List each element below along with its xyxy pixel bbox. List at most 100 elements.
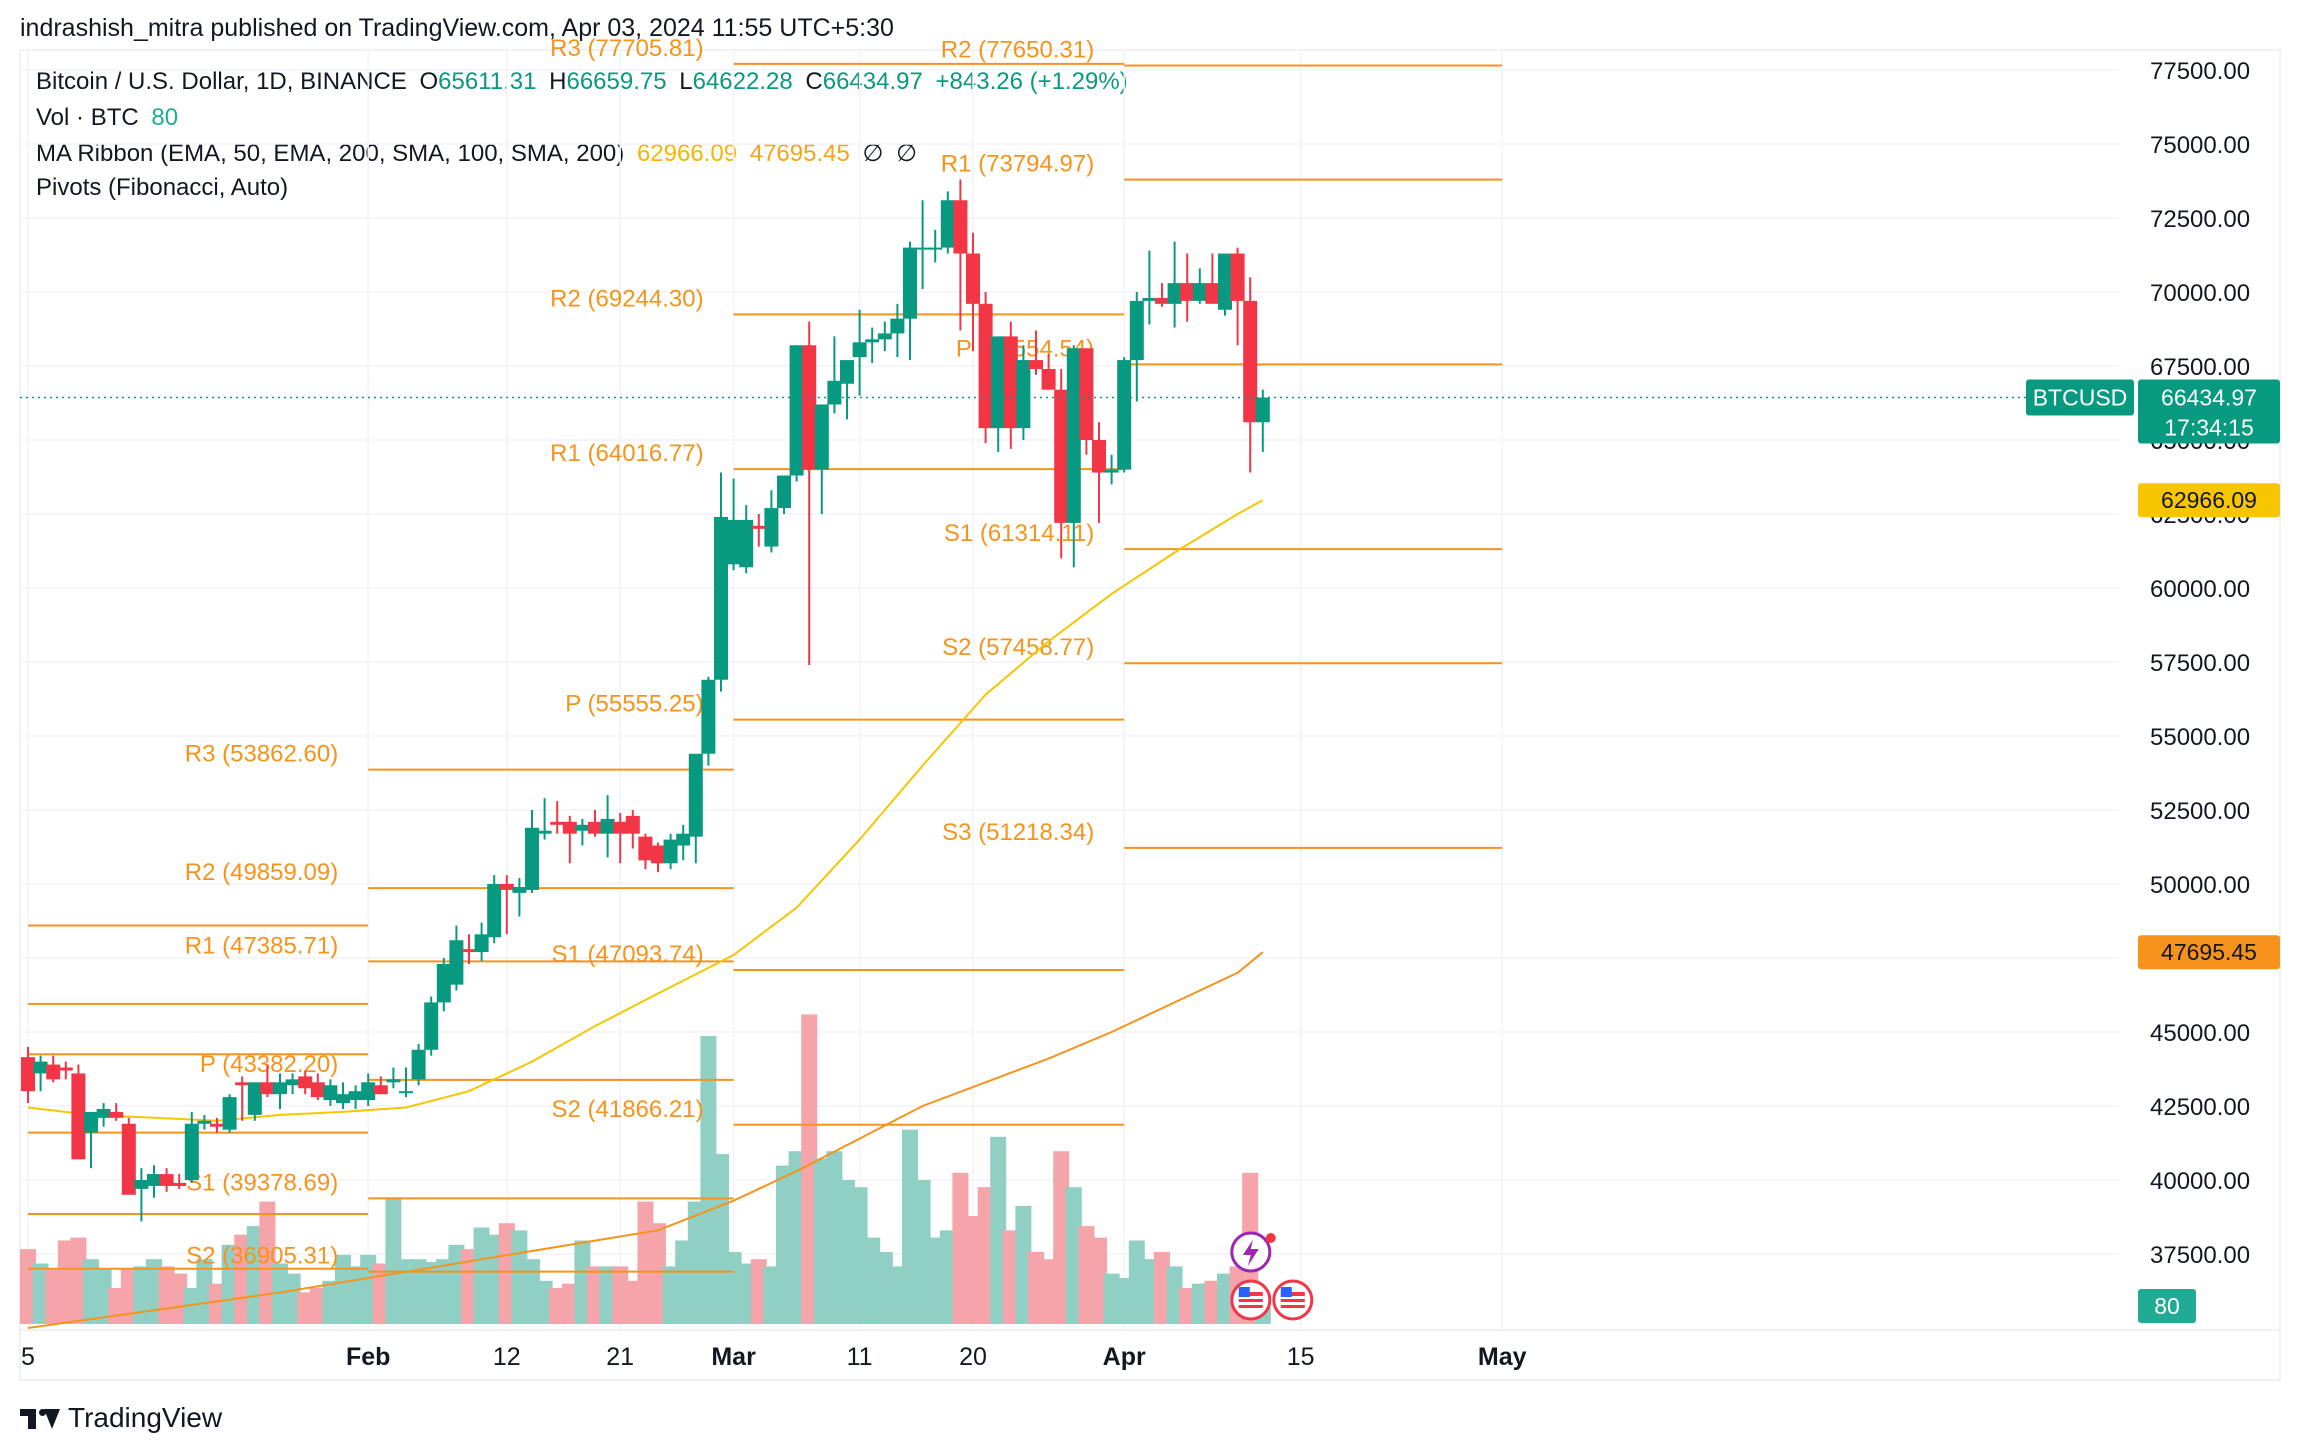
ma-ema50-line xyxy=(27,499,1264,1122)
candle-body xyxy=(323,1085,338,1101)
volume-bar xyxy=(246,1226,263,1324)
volume-bar xyxy=(813,1158,830,1324)
x-tick-label: 11 xyxy=(847,1343,873,1371)
candle-body xyxy=(1104,469,1119,473)
volume-bar xyxy=(410,1259,427,1324)
candle-body xyxy=(411,1049,426,1080)
volume-bar xyxy=(864,1237,881,1324)
ma-tag: 47695.45 xyxy=(2161,939,2257,965)
candle-body xyxy=(613,821,628,834)
volume-bar xyxy=(1179,1288,1196,1324)
legend-open-label: O xyxy=(419,68,439,95)
legend-high: 66659.75 xyxy=(566,68,667,95)
legend-low: 64622.28 xyxy=(692,68,793,95)
candle-body xyxy=(84,1111,98,1133)
volume-bar xyxy=(1116,1277,1133,1324)
volume-bar xyxy=(977,1187,994,1324)
candle-body xyxy=(802,345,817,470)
tradingview-brand-name: TradingView xyxy=(68,1402,223,1433)
candle-body xyxy=(33,1061,48,1074)
volume-bar xyxy=(876,1252,893,1324)
y-tick-label: 45000.00 xyxy=(2150,1020,2250,1047)
volume-bar xyxy=(587,1266,603,1324)
lightning-bolt-icon xyxy=(1242,1240,1259,1266)
pivot-label: R1 (64016.77) xyxy=(550,440,703,467)
candle-body xyxy=(222,1097,237,1130)
volume-bar xyxy=(1028,1252,1044,1324)
symbol-tag-bg xyxy=(2026,379,2134,416)
volume-bar xyxy=(95,1269,112,1324)
volume-bar xyxy=(902,1129,918,1324)
volume-bar xyxy=(32,1263,49,1324)
candle-body xyxy=(651,845,665,864)
volume-bar xyxy=(650,1223,666,1324)
candle-body xyxy=(915,247,930,250)
candle-body xyxy=(58,1067,73,1071)
pivot-label: R2 (49859.09) xyxy=(185,859,338,886)
x-tick-label: 21 xyxy=(606,1343,634,1371)
candle-body xyxy=(1092,440,1106,473)
candle-body xyxy=(348,1091,363,1101)
legend-symbol: Bitcoin / U.S. Dollar, 1D, BINANCE xyxy=(36,68,407,95)
volume-tag: 80 xyxy=(2154,1293,2180,1319)
pivot-label: R2 (77650.31) xyxy=(941,37,1094,64)
candle-body xyxy=(726,519,741,565)
candle-body xyxy=(903,247,917,319)
volume-bar xyxy=(725,1252,742,1324)
candle-body xyxy=(449,940,464,985)
candle-body xyxy=(550,821,565,825)
candle-body xyxy=(777,475,791,509)
candle-body xyxy=(197,1120,212,1124)
pivot-label: S1 (61314.11) xyxy=(944,520,1094,547)
candle-body xyxy=(562,821,577,834)
x-tick-label: 5 xyxy=(21,1343,35,1371)
volume-bar xyxy=(1204,1280,1221,1324)
candle-body xyxy=(361,1082,376,1101)
volume-bar xyxy=(889,1266,906,1324)
volume-bar xyxy=(120,1269,137,1324)
us-flag-canton-icon xyxy=(1238,1287,1250,1297)
candle-body xyxy=(298,1076,313,1089)
volume-bar xyxy=(801,1014,818,1324)
volume-bar xyxy=(750,1259,767,1324)
candle-body xyxy=(1192,283,1207,301)
candle-body xyxy=(600,818,615,834)
candle-body xyxy=(336,1094,350,1104)
volume-bar xyxy=(524,1259,540,1324)
y-tick-label: 75000.00 xyxy=(2150,132,2250,159)
us-flag-stripe-icon xyxy=(1238,1302,1263,1305)
volume-bar xyxy=(398,1259,414,1324)
candle-body xyxy=(462,949,476,953)
volume-bar xyxy=(1015,1205,1032,1324)
candle-body xyxy=(588,821,602,834)
candle-body xyxy=(184,1123,199,1180)
y-tick-label: 60000.00 xyxy=(2150,576,2250,603)
candle-body xyxy=(877,333,892,340)
volume-bar xyxy=(536,1280,553,1324)
candle-body xyxy=(235,1082,250,1086)
candle-body xyxy=(46,1064,61,1080)
candle-body xyxy=(1079,348,1094,440)
candle-body xyxy=(210,1123,224,1127)
candle-body xyxy=(537,830,552,834)
candle-body xyxy=(739,519,754,568)
volume-bar xyxy=(599,1266,616,1324)
legend-close: 66434.97 xyxy=(822,68,923,95)
candle-body xyxy=(865,339,880,343)
candle-body xyxy=(1155,297,1169,304)
volume-bar xyxy=(788,1151,805,1324)
pivot-label: S1 (39378.69) xyxy=(186,1169,338,1196)
y-tick-label: 37500.00 xyxy=(2150,1242,2250,1269)
x-tick-label: Feb xyxy=(346,1343,390,1371)
y-tick-label: 77500.00 xyxy=(2150,58,2250,85)
candle-body xyxy=(436,963,451,1003)
pivot-label: R2 (69244.30) xyxy=(550,285,703,312)
volume-bar xyxy=(574,1240,591,1324)
volume-bar xyxy=(423,1262,440,1324)
volume-bar xyxy=(1191,1283,1208,1324)
candle-body xyxy=(1255,397,1270,423)
candle-body xyxy=(1180,283,1195,301)
volume-bar xyxy=(990,1136,1007,1324)
volume-bar xyxy=(183,1288,200,1324)
